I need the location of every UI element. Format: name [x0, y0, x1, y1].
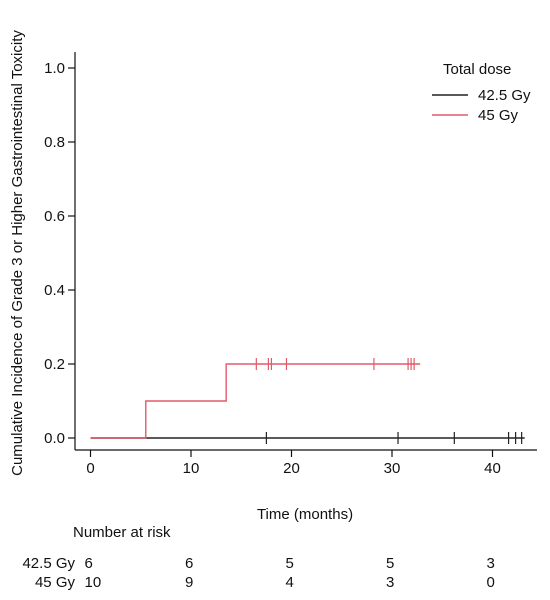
risk-cell: 6 [85, 555, 93, 572]
legend-label: 45 Gy [478, 107, 519, 124]
x-tick-label: 0 [86, 460, 94, 477]
risk-cell: 10 [85, 574, 102, 591]
y-tick-label: 0.0 [44, 430, 65, 447]
y-tick-label: 0.4 [44, 282, 65, 299]
y-tick-label: 0.8 [44, 134, 65, 151]
risk-cell: 6 [185, 555, 193, 572]
risk-row-label: 45 Gy [35, 574, 76, 591]
series-45-gy [90, 358, 421, 439]
x-tick-label: 30 [384, 460, 401, 477]
risk-cell: 5 [286, 555, 294, 572]
y-tick-label: 1.0 [44, 60, 65, 77]
series-layer [90, 358, 525, 444]
number-at-risk-table: Number at risk 42.5 Gy 6 6 5 5 3 45 Gy 10 9 4 3 0 [22, 524, 494, 591]
risk-cell: 5 [386, 555, 394, 572]
risk-table-title: Number at risk [73, 524, 171, 541]
x-tick-label: 20 [283, 460, 300, 477]
x-tick-label: 40 [484, 460, 501, 477]
risk-cell: 0 [487, 574, 495, 591]
plot-axes: 0.0 0.2 0.4 0.6 0.8 1.0 0 10 20 30 40 [44, 52, 537, 477]
risk-cell: 9 [185, 574, 193, 591]
y-tick-label: 0.6 [44, 208, 65, 225]
legend-label: 42.5 Gy [478, 87, 531, 104]
risk-cell: 4 [286, 574, 294, 591]
risk-cell: 3 [386, 574, 394, 591]
x-tick-label: 10 [183, 460, 200, 477]
risk-cell: 3 [487, 555, 495, 572]
legend: Total dose 42.5 Gy 45 Gy [432, 61, 531, 124]
series-42.5-gy [90, 432, 525, 444]
legend-title: Total dose [443, 61, 511, 78]
step-curve [90, 363, 421, 439]
y-tick-label: 0.2 [44, 356, 65, 373]
x-axis-label: Time (months) [257, 506, 353, 523]
y-axis-label: Cumulative Incidence of Grade 3 or Highe… [9, 30, 26, 476]
risk-row-label: 42.5 Gy [22, 555, 75, 572]
